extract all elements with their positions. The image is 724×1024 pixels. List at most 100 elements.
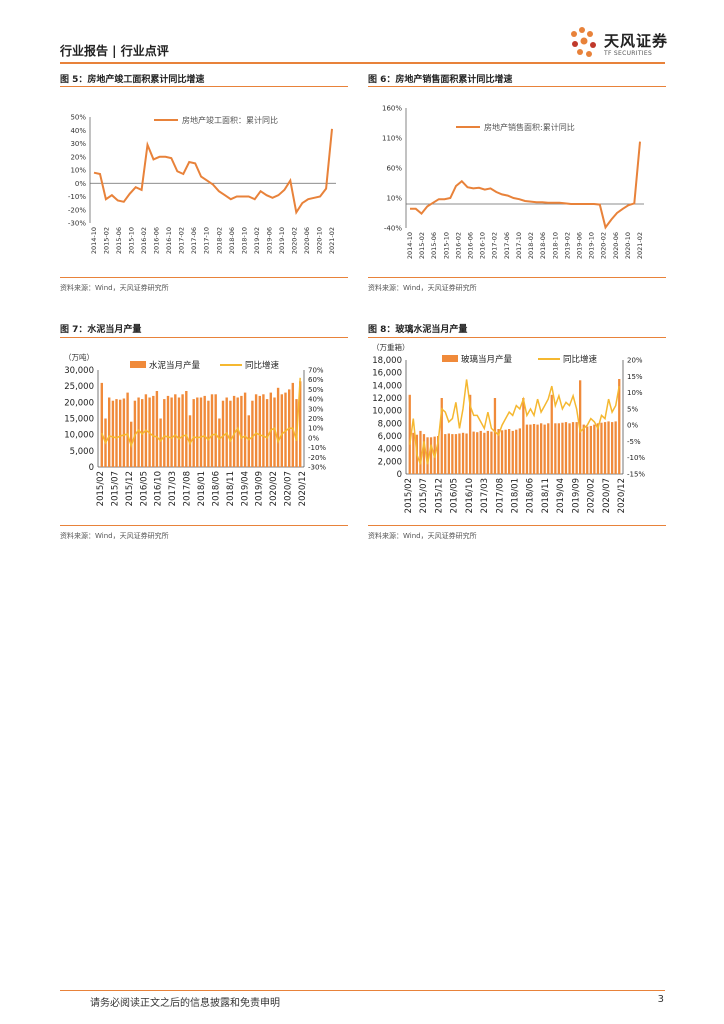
x-tick-label: 2018/11 xyxy=(226,471,236,506)
x-tick-label: 2020-10 xyxy=(624,232,632,259)
x-tick-label: 2017-02 xyxy=(178,227,186,254)
bar-mark xyxy=(422,434,426,474)
x-tick-label: 2018/06 xyxy=(526,478,536,513)
x-tick-label: 2019-02 xyxy=(563,232,571,259)
bar-mark xyxy=(280,394,283,468)
series-line xyxy=(93,128,333,216)
x-tick-label: 2017-06 xyxy=(503,232,511,259)
bar-mark xyxy=(137,397,140,467)
bar-mark xyxy=(557,423,560,474)
x-tick-label: 2014-10 xyxy=(406,232,414,259)
bar-mark xyxy=(515,429,518,474)
x-tick-label: 2020/02 xyxy=(269,471,279,506)
bar-mark xyxy=(419,430,422,474)
bar-mark xyxy=(426,437,429,474)
bar-mark xyxy=(232,395,236,467)
bar-mark xyxy=(115,399,118,467)
fig5-bottom-divider xyxy=(60,277,348,278)
x-tick-label: 2017-06 xyxy=(190,227,198,254)
y-tick-label: -10% xyxy=(68,193,86,201)
chart-glass-output: （万重箱） 18,000 16,000 14,000 12,000 10,000 8,000… xyxy=(372,342,645,513)
y-tick-label: 10% xyxy=(386,195,402,203)
bar-mark xyxy=(163,399,166,467)
x-tick-label: 2015-06 xyxy=(115,227,123,254)
fig8-source: 资料来源：Wind，天风证券研究所 xyxy=(368,532,477,540)
x-tick-label: 2018-02 xyxy=(215,227,223,254)
right-tick-label: -10% xyxy=(308,444,326,452)
fig7-title: 图 7：水泥当月产量 xyxy=(60,325,142,335)
x-tick-label: 2015/12 xyxy=(125,471,135,506)
x-tick-label: 2017-10 xyxy=(203,227,211,254)
bar-mark xyxy=(571,422,575,474)
right-tick-label: 0% xyxy=(627,422,638,430)
bar-mark xyxy=(170,397,173,467)
growth-line xyxy=(409,379,620,465)
fig7-bottom-divider xyxy=(60,525,348,526)
x-tick-label: 2017-02 xyxy=(491,232,499,259)
x-tick-label: 2018-10 xyxy=(240,227,248,254)
right-tick-label: 5% xyxy=(627,405,638,413)
fig8-divider xyxy=(368,337,666,338)
bar-mark xyxy=(258,395,261,467)
right-tick-label: 30% xyxy=(308,405,324,413)
x-tick-label: 2020-02 xyxy=(600,232,608,259)
bar-mark xyxy=(461,432,465,474)
right-tick-label: 0% xyxy=(308,434,319,442)
bar-mark xyxy=(554,423,557,474)
bar-mark xyxy=(126,392,129,467)
x-tick-label: 2020/02 xyxy=(587,478,597,513)
bar-mark xyxy=(543,424,546,474)
right-tick-label: 70% xyxy=(308,367,324,375)
x-tick-label: 2017/03 xyxy=(168,471,178,506)
page-number: 3 xyxy=(657,994,664,1005)
x-tick-label: 2016-10 xyxy=(479,232,487,259)
bar-mark xyxy=(254,394,258,468)
x-tick-label: 2018-02 xyxy=(527,232,535,259)
legend-bar-label: 水泥当月产量 xyxy=(149,360,201,371)
x-tick-label: 2017/03 xyxy=(480,478,490,513)
bar-mark xyxy=(603,422,607,474)
bar-mark xyxy=(540,423,543,474)
y-tick-label: 10% xyxy=(70,167,86,175)
x-tick-label: 2020-06 xyxy=(303,227,311,254)
x-tick-label: 2016-06 xyxy=(467,232,475,259)
x-tick-label: 2020/07 xyxy=(602,478,612,513)
bar-mark xyxy=(221,400,225,467)
x-tick-label: 2016/10 xyxy=(154,471,164,506)
y-tick-label: 110% xyxy=(382,135,402,143)
x-tick-label: 2020/12 xyxy=(298,471,308,506)
y-tick-label: 30% xyxy=(70,140,86,148)
fig5-divider xyxy=(60,86,348,87)
bar-mark xyxy=(251,400,254,467)
y-tick-label: 40% xyxy=(70,127,86,135)
bar-mark xyxy=(582,424,585,474)
bar-mark xyxy=(568,423,571,474)
bar-mark xyxy=(444,434,447,474)
x-tick-label: 2016-02 xyxy=(140,227,148,254)
y-tick-label: -40% xyxy=(384,225,402,233)
bar-mark xyxy=(291,382,294,467)
fig6-title: 图 6：房地产销售面积累计同比增速 xyxy=(368,75,513,85)
bar-mark xyxy=(188,415,192,467)
x-tick-label: 2019-10 xyxy=(278,227,286,254)
fig5-source: 资料来源：Wind，天风证券研究所 xyxy=(60,284,169,292)
bar-mark xyxy=(483,432,486,474)
bar-mark xyxy=(299,381,302,467)
left-tick-label: 4,000 xyxy=(378,445,402,455)
unit-label: （万吨） xyxy=(64,352,94,362)
bar-mark xyxy=(600,422,603,474)
x-tick-label: 2018/01 xyxy=(197,471,207,506)
bar-mark xyxy=(561,422,564,474)
x-tick-label: 2017/08 xyxy=(495,478,505,513)
x-tick-label: 2015-10 xyxy=(442,232,450,259)
left-tick-label: 10,000 xyxy=(64,431,94,441)
bar-mark xyxy=(497,429,500,474)
logo-subtext: TF SECURITIES xyxy=(604,50,653,57)
bar-mark xyxy=(440,398,443,474)
fig6-divider xyxy=(368,86,666,87)
x-tick-label: 2015-02 xyxy=(103,227,111,254)
unit-label: （万重箱） xyxy=(372,342,410,352)
y-tick-label: 20% xyxy=(70,153,86,161)
bar-mark xyxy=(589,425,592,474)
x-tick-label: 2015-10 xyxy=(128,227,136,254)
